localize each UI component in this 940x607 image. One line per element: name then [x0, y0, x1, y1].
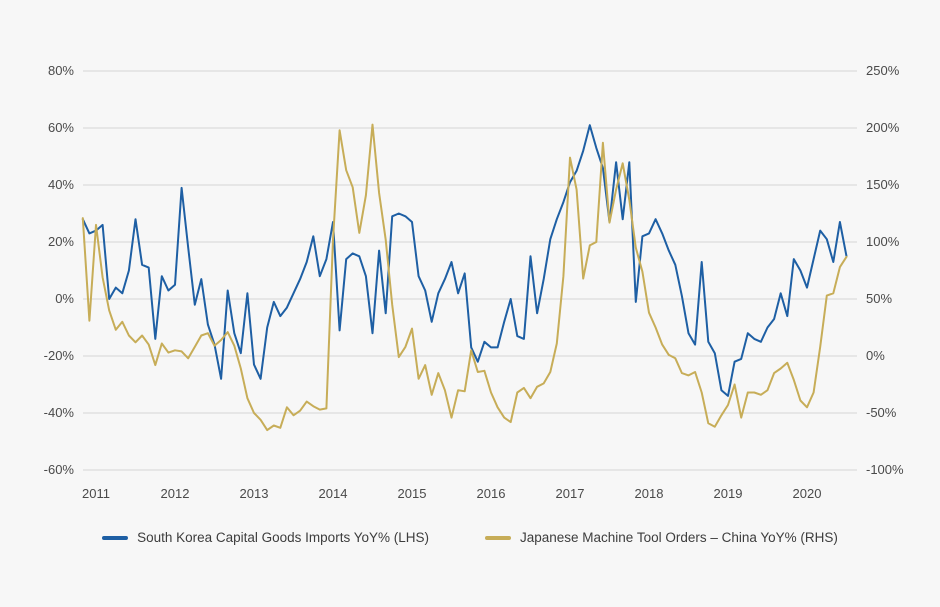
- x-axis-tick-label: 2016: [476, 486, 506, 501]
- left-axis-tick-label: 0%: [55, 291, 74, 306]
- x-axis-tick-label: 2011: [82, 486, 110, 501]
- x-axis-tick-label: 2017: [555, 486, 585, 501]
- left-axis-tick-label: -20%: [43, 348, 74, 363]
- right-axis-tick-label: -100%: [866, 462, 904, 477]
- x-axis-tick-label: 2013: [239, 486, 269, 501]
- legend-marker-blue-line: [102, 535, 129, 540]
- right-axis-tick-label: 50%: [866, 291, 893, 306]
- right-axis-tick-label: 100%: [866, 234, 900, 249]
- right-axis-tick-label: 250%: [866, 63, 900, 78]
- left-axis-tick-label: -40%: [43, 405, 74, 420]
- x-axis-tick-label: 2020: [792, 486, 822, 501]
- legend: South Korea Capital Goods Imports YoY% (…: [0, 529, 940, 546]
- x-axis-tick-label: 2014: [318, 486, 348, 501]
- right-axis-tick-label: 0%: [866, 348, 885, 363]
- right-axis-tick-label: -50%: [866, 405, 897, 420]
- x-axis-tick-label: 2012: [160, 486, 190, 501]
- right-axis-tick-label: 200%: [866, 120, 900, 135]
- right-axis-tick-label: 150%: [866, 177, 900, 192]
- left-axis-tick-label: -60%: [43, 462, 74, 477]
- series-line-south-korea-imports: [81, 124, 848, 397]
- x-axis-tick-label: 2018: [634, 486, 664, 501]
- left-axis-tick-label: 40%: [47, 177, 74, 192]
- legend-item-japan-machine-tool-orders: Japanese Machine Tool Orders – China YoY…: [484, 529, 838, 546]
- left-axis-tick-label: 20%: [47, 234, 74, 249]
- legend-marker-gold-line: [484, 535, 511, 540]
- left-axis-tick-label: 60%: [47, 120, 74, 135]
- legend-label-south-korea-imports: South Korea Capital Goods Imports YoY% (…: [137, 530, 429, 545]
- legend-label-japan-machine-tool-orders: Japanese Machine Tool Orders – China YoY…: [519, 530, 838, 545]
- x-axis-tick-label: 2019: [713, 486, 743, 501]
- x-axis-tick-label: 2015: [397, 486, 427, 501]
- series-line-japan-machine-tool-orders: [81, 123, 848, 432]
- left-axis-tick-label: 80%: [47, 63, 74, 78]
- legend-item-south-korea-imports: South Korea Capital Goods Imports YoY% (…: [102, 529, 429, 546]
